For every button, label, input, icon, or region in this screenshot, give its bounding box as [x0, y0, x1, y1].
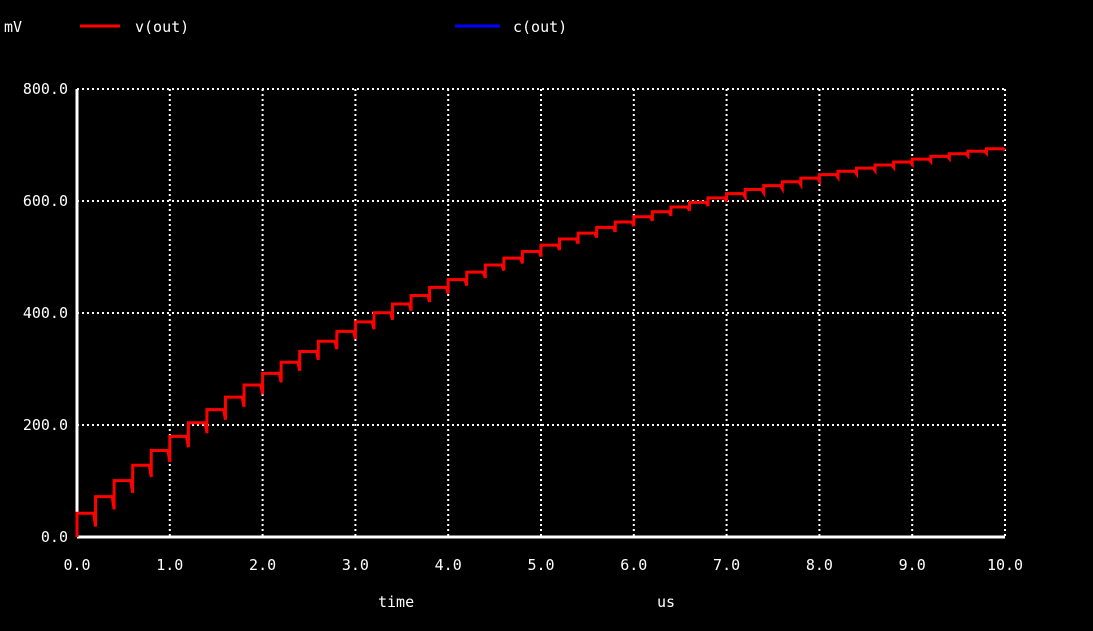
x-axis-unit: us — [657, 593, 675, 611]
y-tick-label: 0.0 — [41, 528, 68, 546]
x-tick-label: 3.0 — [342, 556, 369, 574]
x-tick-label: 10.0 — [987, 556, 1023, 574]
y-tick-label: 200.0 — [23, 416, 68, 434]
x-tick-label: 6.0 — [620, 556, 647, 574]
series-line-v-out — [75, 147, 1006, 537]
axes — [75, 89, 1005, 539]
x-tick-label: 8.0 — [806, 556, 833, 574]
y-tick-label: 600.0 — [23, 192, 68, 210]
x-tick-label: 0.0 — [63, 556, 90, 574]
legend-label-v-out: v(out) — [135, 18, 189, 36]
y-unit-label: mV — [4, 18, 22, 36]
x-tick-label: 9.0 — [899, 556, 926, 574]
x-tick-label: 2.0 — [249, 556, 276, 574]
x-tick-label: 5.0 — [527, 556, 554, 574]
x-tick-label: 7.0 — [713, 556, 740, 574]
tick-labels: 0.0 1.0 2.0 3.0 4.0 5.0 6.0 7.0 8.0 9.0 10.0 0.0 200… — [23, 80, 1023, 574]
x-tick-label: 4.0 — [435, 556, 462, 574]
y-tick-label: 800.0 — [23, 80, 68, 98]
grid — [77, 88, 1006, 537]
y-tick-label: 400.0 — [23, 304, 68, 322]
legend-label-c-out: c(out) — [513, 18, 567, 36]
x-tick-label: 1.0 — [156, 556, 183, 574]
x-axis-label: time — [378, 593, 414, 611]
